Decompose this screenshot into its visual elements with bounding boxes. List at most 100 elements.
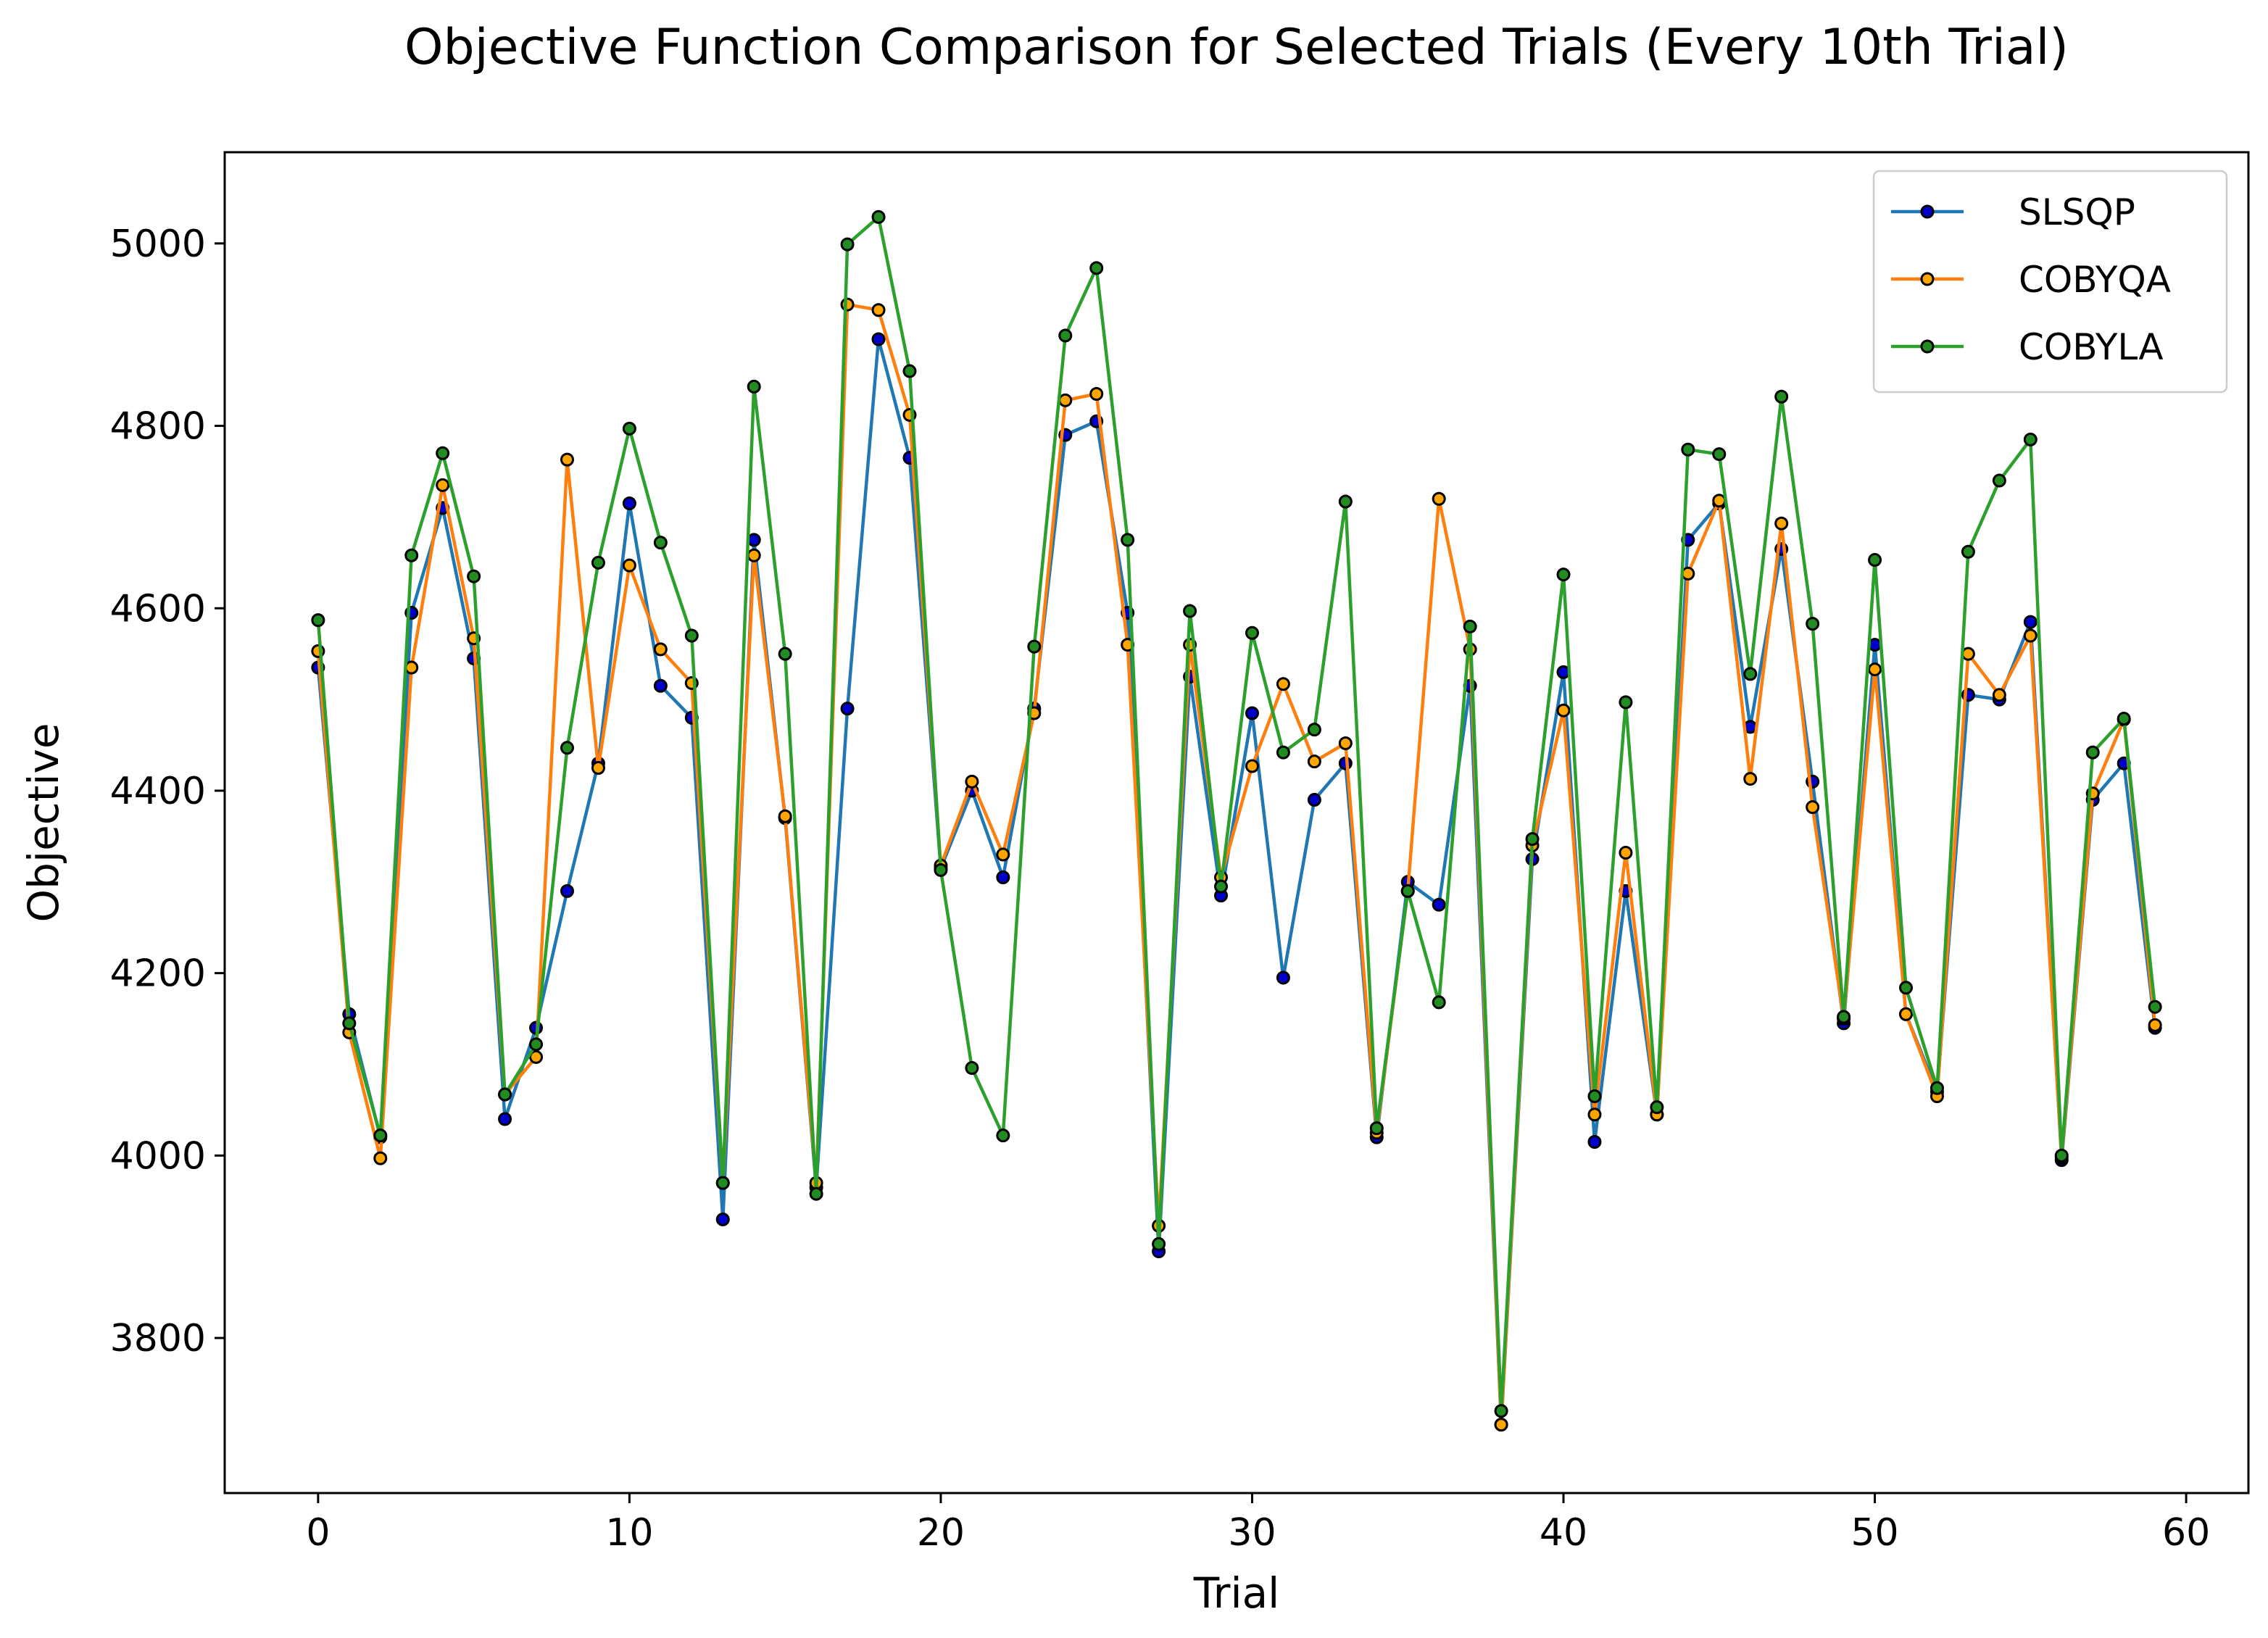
data-point-cobyla [715,1176,730,1190]
data-point-slsqp [871,332,886,346]
data-point-cobyqa [436,478,450,492]
legend: SLSQP COBYQA COBYLA [1872,170,2228,394]
data-point-cobyqa [1432,491,1446,506]
x-tick-label: 60 [2162,1511,2210,1555]
data-point-cobyqa [1307,754,1321,769]
data-point-cobyqa [373,1151,388,1165]
x-tick-label: 40 [1540,1511,1587,1555]
data-point-cobyla [965,1061,979,1076]
data-point-cobyla [2148,999,2162,1014]
data-point-cobyla [1245,625,1259,640]
legend-label-cobyla: COBYLA [2019,326,2164,368]
data-point-slsqp [1245,706,1259,720]
legend-label-slsqp: SLSQP [2019,191,2135,233]
data-point-cobyla [1930,1081,1944,1095]
data-point-cobyla [840,237,855,251]
data-point-cobyla [996,1128,1010,1143]
data-point-cobyla [747,379,761,394]
legend-label-cobyqa: COBYQA [2019,259,2171,301]
data-point-cobyla [1681,442,1695,457]
data-point-cobyqa [1089,387,1104,402]
y-tick-label: 4400 [110,770,206,813]
data-point-cobyla [1806,617,1820,631]
data-point-cobyla [622,421,636,436]
data-point-cobyla [1058,328,1073,343]
data-point-cobyla [778,647,792,661]
legend-marker-slsqp [1920,204,1935,219]
data-point-cobyla [1961,544,1975,559]
chart-title: Objective Function Comparison for Select… [404,19,2069,76]
data-point-cobyqa [2148,1018,2162,1032]
data-point-cobyqa [622,558,636,573]
data-point-slsqp [1276,970,1290,985]
data-point-cobyla [436,446,450,460]
y-tick-label: 4800 [110,405,206,449]
series-line-cobyla [316,215,2157,1413]
data-point-cobyla [1307,723,1321,737]
data-point-cobyqa [1276,677,1290,691]
data-point-cobyla [1899,981,1914,995]
data-point-cobyla [902,364,917,378]
data-point-cobyla [1152,1236,1166,1251]
data-point-cobyla [1276,745,1290,760]
data-point-cobyla [1556,568,1571,582]
data-point-cobyla [1463,619,1477,633]
data-point-cobyqa [1338,736,1353,751]
data-point-cobyqa [591,760,605,775]
data-point-cobyla [1494,1404,1508,1418]
x-axis-label: Trial [1193,1568,1280,1618]
data-point-cobyqa [965,774,979,789]
data-point-cobyla [1837,1010,1851,1024]
data-point-cobyla [1712,447,1727,462]
data-point-cobyqa [2023,628,2038,643]
data-point-cobyla [871,209,886,224]
data-point-cobyla [1587,1089,1602,1104]
data-point-cobyqa [1245,759,1259,773]
data-point-slsqp [560,884,574,898]
data-point-cobyla [1400,884,1415,898]
data-point-cobyla [529,1037,544,1052]
data-point-slsqp [1432,897,1446,912]
data-point-slsqp [2023,615,2038,629]
data-point-cobyqa [404,660,419,675]
data-point-cobyla [934,862,948,877]
data-point-cobyqa [1494,1418,1508,1432]
y-tick-label: 5000 [110,223,206,266]
data-point-cobyla [1992,473,2006,488]
data-point-slsqp [622,496,636,511]
plot-frame [223,151,2250,1494]
data-point-slsqp [1587,1134,1602,1149]
x-tick-label: 50 [1850,1511,1898,1555]
data-point-cobyla [1619,695,1633,710]
data-point-cobyla [684,628,699,643]
data-point-cobyqa [1556,703,1571,718]
legend-marker-cobyla [1920,339,1935,354]
y-axis-label: Objective [19,723,68,922]
data-point-cobyqa [529,1049,544,1064]
x-tick-label: 30 [1228,1511,1276,1555]
data-point-cobyqa [1058,393,1073,407]
data-point-cobyqa [1619,846,1633,860]
data-point-cobyqa [560,452,574,467]
data-point-cobyla [404,548,419,562]
data-point-slsqp [996,870,1010,885]
legend-box [1872,170,2228,394]
data-point-cobyqa [1899,1007,1914,1021]
legend-marker-cobyqa [1920,272,1935,286]
x-tick-label: 10 [605,1511,653,1555]
data-point-cobyla [342,1016,357,1031]
data-point-cobyla [1525,832,1540,847]
data-point-cobyla [1774,389,1789,404]
y-tick-label: 4000 [110,1134,206,1178]
data-point-slsqp [498,1112,512,1126]
data-point-cobyqa [871,303,886,317]
y-tick-label: 4600 [110,587,206,631]
data-point-cobyqa [1806,800,1820,815]
data-point-cobyla [1743,667,1758,681]
data-point-cobyla [1183,604,1197,618]
data-point-cobyqa [1868,662,1882,677]
series-line-cobyqa [316,302,2157,1426]
data-point-cobyla [1650,1100,1664,1115]
series-layer [311,209,2162,1432]
